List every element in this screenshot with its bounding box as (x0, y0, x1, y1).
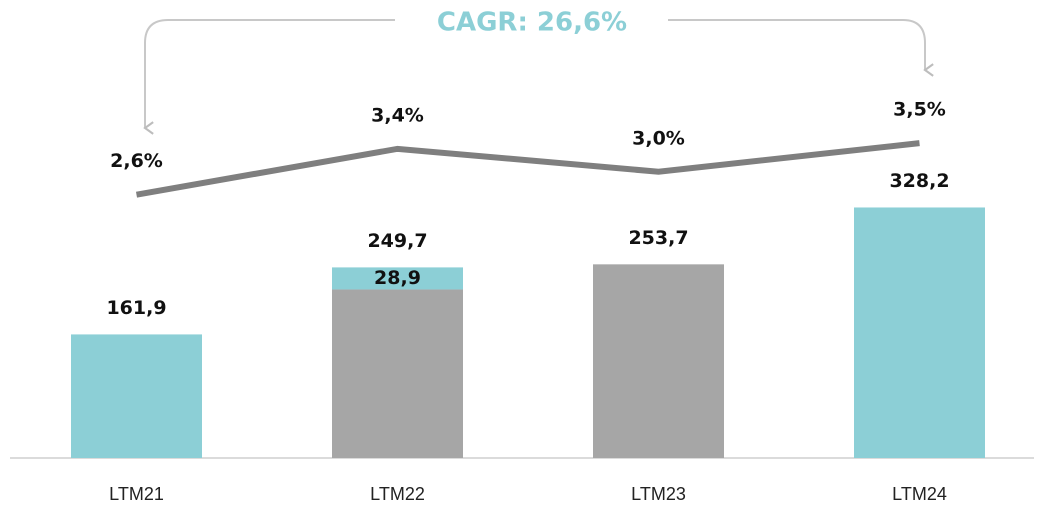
x-tick-label: LTM21 (109, 484, 164, 504)
total-label: 161,9 (106, 297, 166, 319)
line-label: 3,5% (893, 99, 946, 121)
line-label: 3,0% (632, 127, 685, 149)
total-label: 328,2 (889, 170, 949, 192)
bar-segment (854, 207, 985, 458)
x-tick-label: LTM24 (892, 484, 947, 504)
line-label: 3,4% (371, 104, 424, 126)
line (135, 140, 920, 198)
cagr-arrow-right (668, 19, 934, 77)
bar-segment (593, 264, 724, 458)
bar-segment (332, 267, 463, 290)
bar-segment (71, 334, 202, 458)
x-tick-label: LTM22 (370, 484, 425, 504)
x-tick-label: LTM23 (631, 484, 686, 504)
cagr-arrow-left (143, 19, 395, 135)
total-label: 253,7 (628, 227, 688, 249)
cagr-annotation: CAGR: 26,6% (437, 8, 627, 38)
total-label: 249,7 (367, 230, 427, 252)
line-label: 2,6% (110, 150, 163, 172)
segment-label: 28,9 (374, 267, 421, 289)
bar-segment (332, 289, 463, 458)
